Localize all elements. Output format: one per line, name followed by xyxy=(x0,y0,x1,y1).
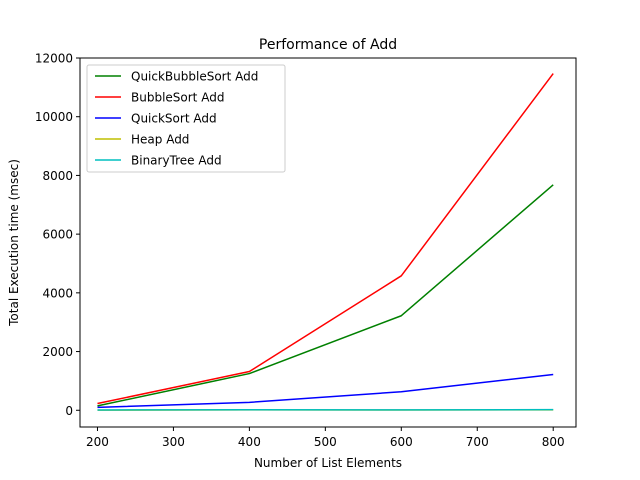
series-line-quickbubblesort-add xyxy=(97,184,554,407)
legend-label: BinaryTree Add xyxy=(131,154,222,168)
y-axis: 0 2000 4000 6000 8000 10000 12000 xyxy=(35,52,80,418)
x-tick-label: 400 xyxy=(238,435,261,449)
legend: QuickBubbleSort Add BubbleSort Add QuickSo… xyxy=(86,64,286,173)
y-tick-label: 0 xyxy=(65,404,73,418)
legend-label: BubbleSort Add xyxy=(131,91,224,105)
y-axis-label: Total Execution time (msec) xyxy=(7,159,21,327)
legend-label: QuickBubbleSort Add xyxy=(131,70,258,84)
x-tick-label: 200 xyxy=(86,435,109,449)
x-axis: 200 300 400 500 600 700 800 xyxy=(86,427,565,449)
series-line-bubblesort-add xyxy=(97,73,554,405)
x-tick-label: 600 xyxy=(390,435,413,449)
x-tick-label: 500 xyxy=(314,435,337,449)
y-tick-label: 6000 xyxy=(42,228,73,242)
y-tick-label: 8000 xyxy=(42,169,73,183)
y-tick-label: 10000 xyxy=(35,110,73,124)
x-tick-label: 800 xyxy=(542,435,565,449)
series-line-quicksort-add xyxy=(97,373,554,409)
legend-box xyxy=(86,64,286,173)
y-tick-label: 2000 xyxy=(42,345,73,359)
chart-title: Performance of Add xyxy=(259,37,397,53)
legend-label: Heap Add xyxy=(131,133,189,147)
x-tick-label: 700 xyxy=(466,435,489,449)
plot-area xyxy=(79,57,577,428)
y-tick-label: 12000 xyxy=(35,52,73,66)
legend-label: QuickSort Add xyxy=(131,112,217,126)
x-tick-label: 300 xyxy=(162,435,185,449)
x-axis-label: Number of List Elements xyxy=(254,456,402,470)
series-lines xyxy=(97,73,554,411)
y-tick-label: 4000 xyxy=(42,286,73,300)
